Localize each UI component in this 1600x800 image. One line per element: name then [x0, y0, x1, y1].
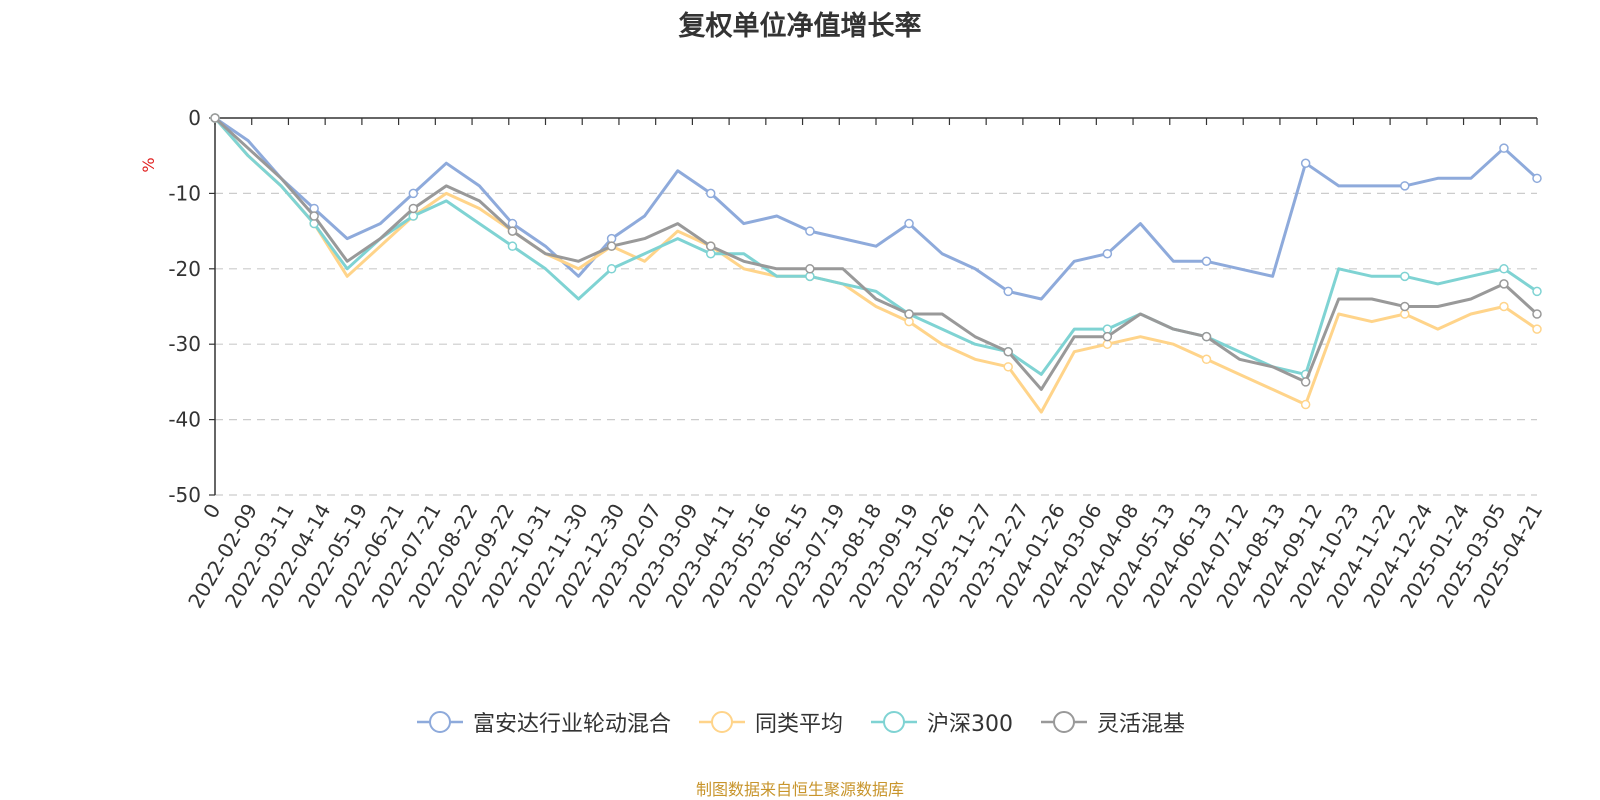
y-tick-label: -20: [168, 257, 201, 281]
y-tick-labels: 0 -10 -20 -30 -40 -50: [168, 106, 201, 507]
data-point: [1300, 399, 1311, 410]
legend-marker-icon: [416, 711, 463, 733]
source-note: 制图数据来自恒生聚源数据库: [695, 780, 904, 799]
legend-label: 富安达行业轮动混合: [472, 712, 671, 737]
data-point: [706, 241, 716, 251]
data-point: [1003, 286, 1013, 297]
data-point: [408, 203, 419, 214]
y-tick-label: -40: [168, 408, 201, 432]
data-point: [805, 226, 815, 236]
legend-item[interactable]: 灵活混基: [1039, 706, 1185, 738]
data-point: [904, 218, 914, 229]
line-chart: 0 -10 -20 -30 -40 -50 02022-02-092022-03-1120…: [139, 106, 1547, 613]
legend-item[interactable]: 富安达行业轮动混合: [415, 706, 671, 738]
data-point: [1400, 271, 1410, 282]
data-point: [408, 188, 419, 199]
data-point: [1003, 346, 1013, 357]
data-point: [1300, 158, 1311, 168]
legend-marker-icon: [871, 711, 917, 733]
data-point: [1532, 309, 1542, 319]
data-point: [1499, 301, 1509, 312]
data-point: [805, 264, 815, 274]
series-line: [214, 116, 1539, 301]
x-tick-labels: 02022-02-092022-03-112022-04-142022-05-1…: [183, 500, 1547, 613]
data-point: [1532, 324, 1542, 334]
data-point: [1400, 181, 1410, 191]
y-tick-label: -10: [168, 181, 201, 205]
legend-marker-icon: [1041, 711, 1087, 733]
data-point: [606, 264, 617, 274]
data-point: [507, 226, 518, 236]
legend-item[interactable]: 同类平均: [697, 706, 843, 738]
data-point: [1499, 279, 1509, 289]
x-tick-label: 0: [198, 500, 225, 523]
y-tick-label: -30: [168, 332, 201, 356]
data-point: [1102, 248, 1113, 259]
y-tick-label: 0: [188, 106, 201, 130]
data-point: [210, 113, 220, 123]
data-point: [1300, 377, 1311, 387]
data-point: [507, 241, 518, 251]
data-point: [904, 309, 914, 319]
legend-label: 同类平均: [754, 712, 843, 737]
series-line: [213, 117, 1538, 376]
y-axis-label: %: [139, 157, 158, 172]
grid-lines: [209, 117, 1537, 496]
data-point: [1532, 286, 1542, 297]
data-point: [1499, 264, 1509, 274]
data-point: [1003, 362, 1013, 372]
y-tick-label: -50: [168, 483, 201, 507]
legend-item[interactable]: 沪深300: [869, 706, 1013, 738]
data-point: [606, 241, 617, 251]
data-point: [1102, 331, 1113, 342]
series-line: [213, 116, 1539, 391]
chart-title: 复权单位净值增长率: [678, 11, 922, 42]
data-point: [1532, 173, 1542, 184]
data-point: [1499, 143, 1509, 153]
series-lines: [210, 113, 1542, 414]
legend-label: 灵活混基: [1097, 712, 1186, 737]
axes: [214, 117, 1538, 495]
data-point: [1400, 301, 1410, 312]
data-point: [1201, 354, 1212, 365]
series-line: [213, 117, 1538, 414]
data-point: [706, 188, 716, 199]
legend: 富安达行业轮动混合 同类平均 沪深300 灵活混基: [0, 700, 1600, 744]
data-point: [309, 211, 319, 221]
legend-label: 沪深300: [927, 712, 1013, 737]
data-point: [1201, 331, 1212, 342]
legend-marker-icon: [698, 711, 745, 733]
data-point: [1201, 256, 1212, 267]
